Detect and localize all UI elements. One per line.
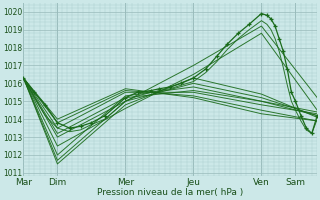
X-axis label: Pression niveau de la mer( hPa ): Pression niveau de la mer( hPa ) [97, 188, 244, 197]
